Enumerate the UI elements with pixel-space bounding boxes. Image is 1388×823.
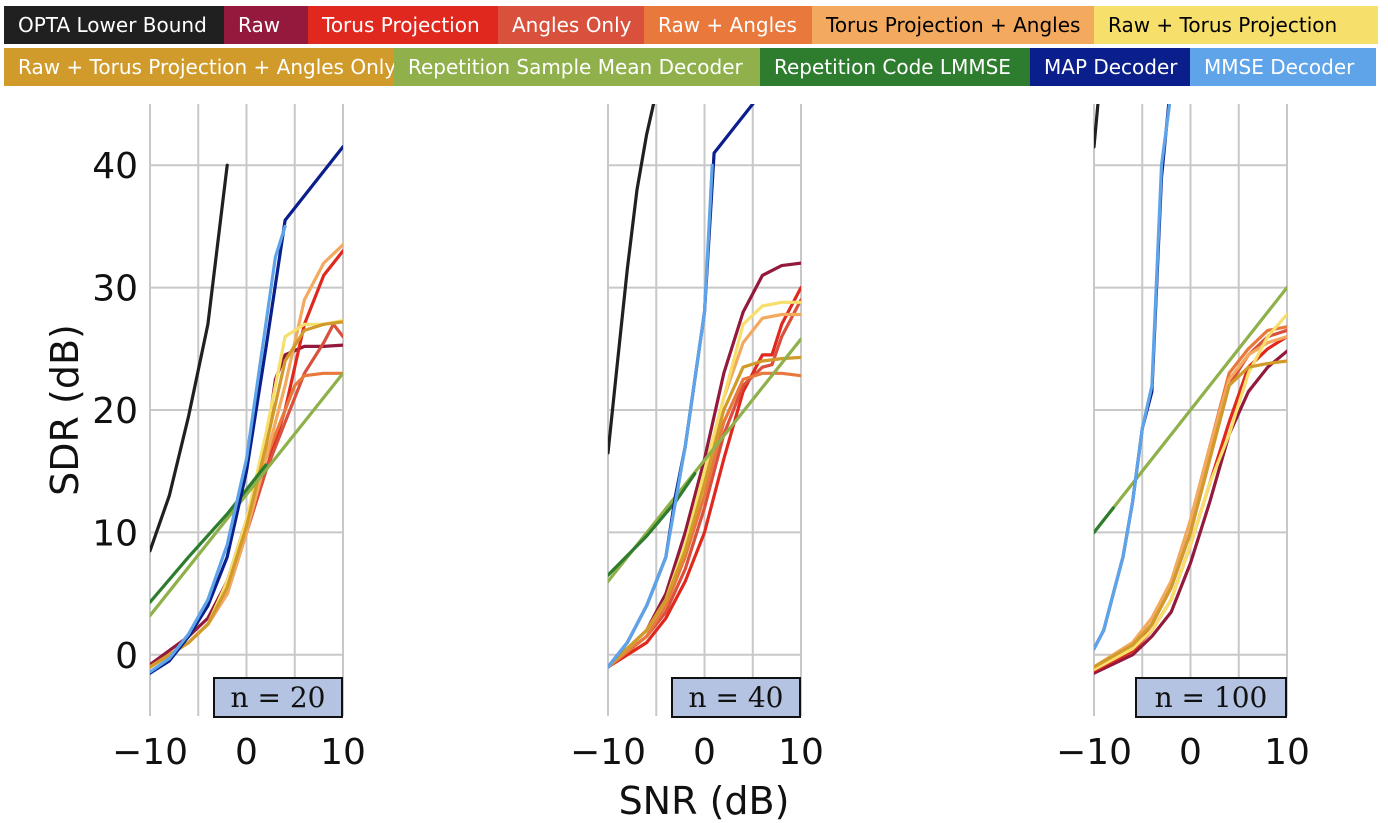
y-axis-label: SDR (dB) xyxy=(43,324,87,496)
annotation-box xyxy=(213,677,343,718)
series-line-opta-lower-bound xyxy=(608,104,656,455)
legend-item-raw-torus-projection-angles-only: Raw + Torus Projection + Angles Only xyxy=(4,48,396,86)
chart-panel-1: −10 0 10 0 10 20 30 40 SDR (dB) n = 20 xyxy=(43,104,366,773)
series-line-torus-projection-angles xyxy=(1094,335,1287,669)
series-line-repetition-sample-mean-decoder xyxy=(150,371,343,618)
y-tick-label: 10 xyxy=(92,513,138,554)
series-lines xyxy=(1094,104,1287,675)
series-line-mmse-decoder xyxy=(608,163,714,669)
legend-item-raw: Raw xyxy=(224,6,308,44)
annotation-box xyxy=(1135,677,1287,718)
series-line-repetition-code-lmmse xyxy=(150,463,268,604)
chart-panel-2: −10 0 10 SNR (dB) n = 40 xyxy=(570,104,824,823)
series-line-raw-torus-projection-angles-only xyxy=(1094,359,1287,669)
legend-row-2: Raw + Torus Projection + Angles Only Repe… xyxy=(4,48,1376,86)
x-tick-label: −10 xyxy=(112,732,188,773)
legend-item-map-decoder: MAP Decoder xyxy=(1030,48,1190,86)
series-line-raw xyxy=(608,261,801,669)
annotation-label: n = 40 xyxy=(689,681,784,714)
legend-item-mmse-decoder: MMSE Decoder xyxy=(1190,48,1376,86)
x-tick-label: 10 xyxy=(320,732,366,773)
legend-item-repetition-sample-mean-decoder: Repetition Sample Mean Decoder xyxy=(394,48,760,86)
legend: OPTA Lower Bound Raw Torus Projection Angle… xyxy=(0,0,1388,92)
legend-row-1: OPTA Lower Bound Raw Torus Projection Angle… xyxy=(4,6,1378,44)
series-line-opta-lower-bound xyxy=(150,163,229,553)
legend-item-opta-lower-bound: OPTA Lower Bound xyxy=(4,6,224,44)
grid-lines xyxy=(1093,104,1288,716)
series-lines xyxy=(608,104,801,669)
y-tick-label: 20 xyxy=(92,391,138,432)
x-axis-label: SNR (dB) xyxy=(619,779,790,823)
x-tick-label: 0 xyxy=(1179,732,1202,773)
series-line-repetition-sample-mean-decoder xyxy=(1094,286,1287,535)
legend-item-raw-torus-projection: Raw + Torus Projection xyxy=(1094,6,1378,44)
series-line-raw-torus-projection-angles-only xyxy=(150,320,343,669)
y-tick-label: 40 xyxy=(92,146,138,187)
legend-item-angles-only: Angles Only xyxy=(498,6,644,44)
series-line-repetition-code-lmmse xyxy=(608,472,697,577)
x-tick-label: 10 xyxy=(778,732,824,773)
series-line-raw xyxy=(1094,349,1287,675)
series-line-opta-lower-bound xyxy=(1094,104,1100,149)
x-tick-label: 0 xyxy=(693,732,716,773)
series-line-mmse-decoder xyxy=(150,224,287,674)
series-line-raw-torus-projection xyxy=(1094,312,1287,672)
annotation-label: n = 20 xyxy=(231,681,326,714)
x-tick-label: −10 xyxy=(1056,732,1132,773)
annotation-label: n = 100 xyxy=(1155,681,1268,714)
x-tick-label: −10 xyxy=(570,732,646,773)
x-tick-label: 0 xyxy=(235,732,258,773)
legend-item-raw-angles: Raw + Angles xyxy=(644,6,812,44)
annotation-box xyxy=(671,677,801,718)
y-tick-label: 0 xyxy=(115,636,138,677)
series-lines xyxy=(150,145,343,675)
legend-item-torus-projection: Torus Projection xyxy=(308,6,498,44)
series-line-repetition-code-lmmse xyxy=(1094,506,1115,535)
series-line-map-decoder xyxy=(1094,104,1171,651)
legend-item-torus-projection-angles: Torus Projection + Angles xyxy=(812,6,1094,44)
chart-panel-3: −10 0 10 n = 100 xyxy=(1056,104,1310,773)
x-tick-label: 10 xyxy=(1264,732,1310,773)
series-line-mmse-decoder xyxy=(1094,104,1172,651)
y-tick-label: 30 xyxy=(92,269,138,310)
legend-item-repetition-code-lmmse: Repetition Code LMMSE xyxy=(760,48,1030,86)
